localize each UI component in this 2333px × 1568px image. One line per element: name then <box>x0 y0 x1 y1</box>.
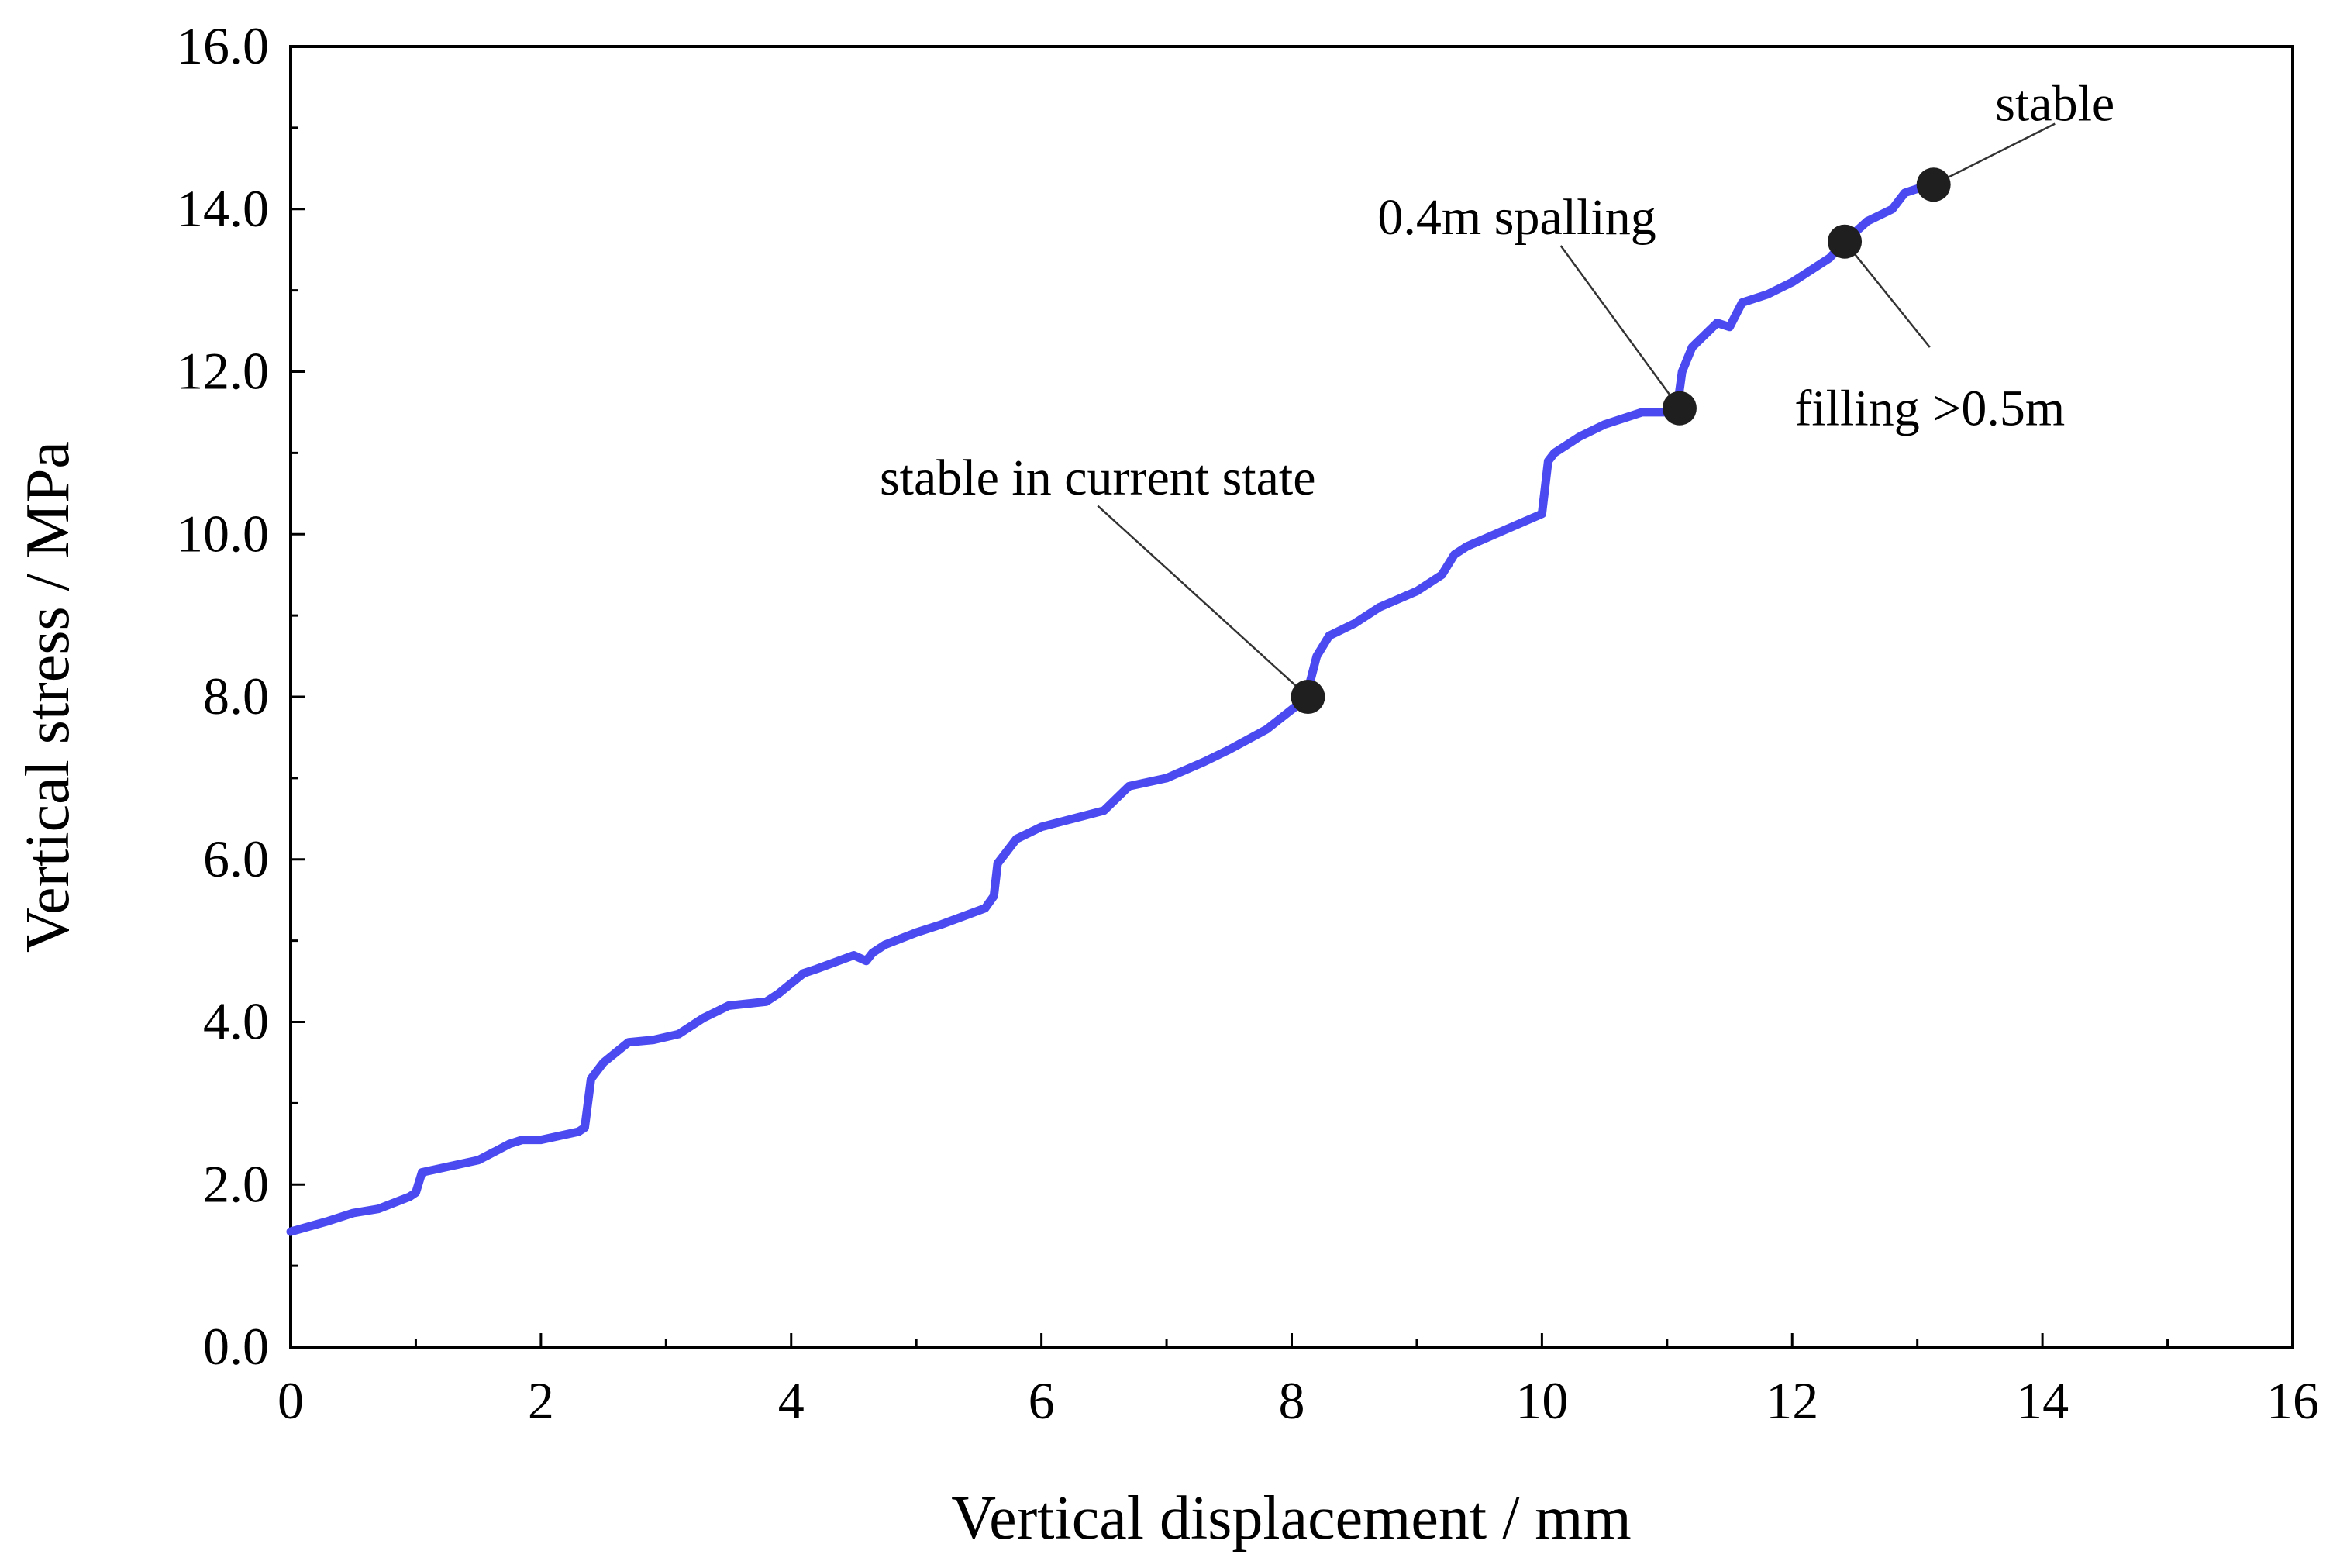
axis-ticks <box>289 45 2294 1349</box>
y-tick-label: 2.0 <box>203 1154 269 1213</box>
x-tick-label: 10 <box>1515 1371 1568 1430</box>
x-tick-label: 8 <box>1279 1371 1305 1430</box>
x-axis-title: Vertical displacement / mm <box>951 1484 1632 1552</box>
y-tick-label: 8.0 <box>203 667 269 725</box>
y-tick-label: 14.0 <box>177 179 269 238</box>
y-tick-label: 12.0 <box>177 342 269 401</box>
x-tick-label: 12 <box>1766 1371 1818 1430</box>
x-tick-label: 14 <box>2016 1371 2069 1430</box>
y-axis-title: Vertical stress / MPa <box>14 441 82 953</box>
markers <box>1291 167 1951 714</box>
y-tick-labels: 0.0 2.0 4.0 6.0 8.0 10.0 12.0 14.0 16.0 <box>177 16 269 1376</box>
annotation-filling-leader <box>1844 240 1931 348</box>
x-tick-label: 16 <box>2266 1371 2319 1430</box>
x-tick-label: 0 <box>277 1371 304 1430</box>
annotation-leader-lines <box>1097 122 2056 698</box>
x-tick-label: 4 <box>778 1371 805 1430</box>
x-tick-label: 6 <box>1029 1371 1055 1430</box>
x-tick-label: 2 <box>528 1371 554 1430</box>
marker-filling <box>1828 224 1863 259</box>
annotation-filling: filling >0.5m <box>1794 381 2065 437</box>
annotation-stable-in-current-state-leader <box>1097 505 1309 698</box>
annotation-spalling-leader <box>1559 245 1680 409</box>
y-tick-label: 16.0 <box>177 16 269 75</box>
annotation-stable-leader <box>1933 122 2056 186</box>
annotation-spalling: 0.4m spalling <box>1377 189 1656 246</box>
y-tick-label: 0.0 <box>203 1317 269 1376</box>
annotation-texts: stable in current state 0.4m spalling fill… <box>880 75 2114 505</box>
series-line <box>286 180 1938 1236</box>
y-tick-label: 10.0 <box>177 504 269 563</box>
annotation-stable: stable <box>1995 75 2114 132</box>
y-tick-label: 4.0 <box>203 992 269 1051</box>
marker-stable-in-current-state <box>1291 680 1325 714</box>
marker-stable <box>1916 167 1951 202</box>
y-tick-label: 6.0 <box>203 829 269 888</box>
annotation-stable-in-current-state: stable in current state <box>880 450 1316 506</box>
x-tick-labels: 0 2 4 6 8 10 12 14 16 <box>277 1371 2319 1430</box>
marker-spalling <box>1662 391 1697 426</box>
